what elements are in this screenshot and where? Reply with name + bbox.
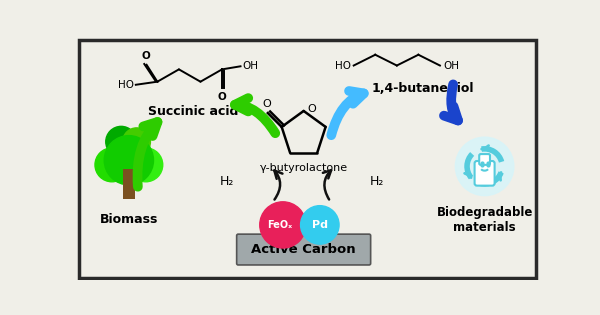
Text: H₂: H₂	[220, 175, 234, 188]
Circle shape	[104, 135, 154, 185]
Circle shape	[455, 137, 514, 196]
Circle shape	[260, 202, 306, 248]
Text: HO: HO	[335, 60, 350, 71]
Circle shape	[122, 128, 151, 156]
Circle shape	[107, 131, 151, 174]
Text: OH: OH	[242, 61, 258, 71]
Text: O: O	[218, 92, 226, 102]
Circle shape	[95, 148, 129, 182]
Text: O: O	[142, 51, 150, 61]
Text: FeOₓ: FeOₓ	[267, 220, 292, 230]
FancyBboxPatch shape	[236, 234, 371, 265]
Text: O: O	[262, 99, 271, 109]
Text: Succinic acid: Succinic acid	[148, 105, 239, 118]
Text: Biomass: Biomass	[100, 213, 158, 226]
Text: γ-butyrolactone: γ-butyrolactone	[260, 163, 348, 173]
Circle shape	[301, 206, 339, 244]
Text: HO: HO	[118, 80, 134, 90]
Text: H₂: H₂	[370, 175, 384, 188]
FancyBboxPatch shape	[475, 161, 494, 186]
Bar	[123, 169, 135, 199]
Text: O: O	[308, 104, 316, 114]
Circle shape	[129, 148, 163, 182]
FancyBboxPatch shape	[479, 154, 490, 165]
Circle shape	[106, 126, 137, 157]
Text: OH: OH	[443, 60, 459, 71]
Text: 1,4-butanediol: 1,4-butanediol	[372, 82, 474, 95]
Text: Pd: Pd	[312, 220, 328, 230]
Text: Biodegradable
materials: Biodegradable materials	[436, 206, 533, 234]
Text: Active Carbon: Active Carbon	[251, 243, 356, 256]
